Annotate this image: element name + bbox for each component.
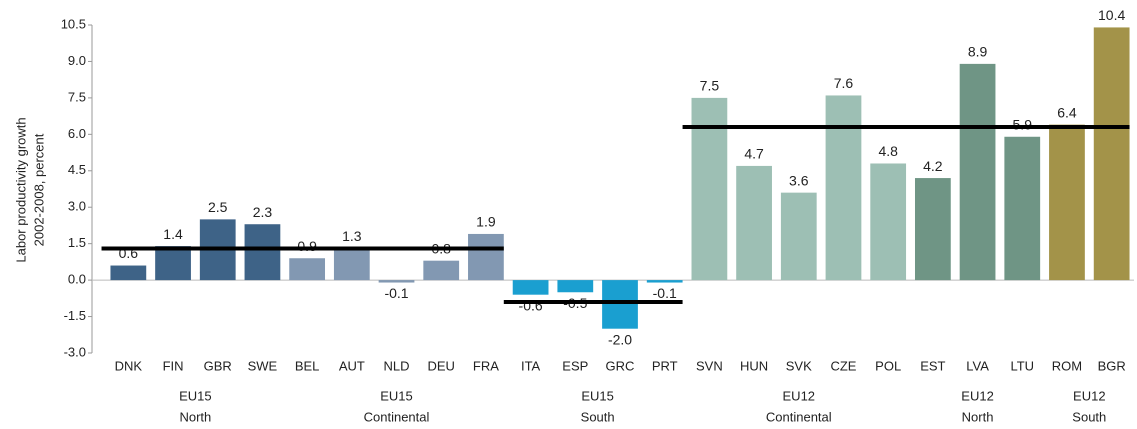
- y-tick-label: -1.5: [64, 308, 86, 323]
- bar: [1049, 124, 1085, 281]
- y-tick-label: 9.0: [68, 53, 86, 68]
- value-label: -0.1: [653, 285, 677, 301]
- x-tick-label: SWE: [248, 358, 278, 373]
- value-label: -0.1: [384, 285, 408, 301]
- value-label: -0.6: [519, 297, 543, 313]
- value-label: 4.2: [923, 158, 943, 174]
- value-label: -2.0: [608, 331, 632, 347]
- bar: [646, 280, 683, 283]
- bar: [468, 233, 504, 281]
- x-tick-label: ITA: [521, 358, 541, 373]
- value-label: 10.4: [1098, 7, 1125, 23]
- value-label: 7.6: [834, 75, 854, 91]
- x-tick-label: BEL: [295, 358, 320, 373]
- value-label: 1.3: [342, 228, 362, 244]
- bar: [1093, 27, 1130, 281]
- value-label: 4.8: [878, 143, 898, 159]
- value-label: 1.4: [163, 226, 183, 242]
- x-tick-label: NLD: [384, 358, 410, 373]
- x-tick-label: SVN: [696, 358, 723, 373]
- group-label: South: [1072, 409, 1106, 424]
- x-tick-label: ESP: [562, 358, 588, 373]
- bar: [870, 163, 907, 281]
- group-label: Continental: [766, 409, 832, 424]
- x-tick-label: LTU: [1010, 358, 1034, 373]
- x-tick-label: AUT: [339, 358, 365, 373]
- y-tick-label: 0.0: [68, 272, 86, 287]
- bar: [244, 224, 281, 281]
- group-label: Continental: [364, 409, 430, 424]
- x-tick-label: POL: [875, 358, 901, 373]
- x-tick-label: FRA: [473, 358, 499, 373]
- x-tick-label: BGR: [1098, 358, 1126, 373]
- x-tick-label: GBR: [204, 358, 232, 373]
- x-tick-label: HUN: [740, 358, 768, 373]
- x-tick-label: EST: [920, 358, 945, 373]
- group-label: EU12: [783, 388, 816, 403]
- y-tick-label: 4.5: [68, 162, 86, 177]
- bar: [423, 260, 460, 281]
- bar: [959, 63, 996, 281]
- group-label: EU12: [961, 388, 994, 403]
- group-label: North: [179, 409, 211, 424]
- value-label: 2.5: [208, 199, 228, 215]
- bar: [736, 165, 772, 281]
- bar: [825, 95, 862, 281]
- y-tick-label: -3.0: [64, 344, 86, 359]
- value-label: 5.9: [1013, 116, 1033, 132]
- value-label: 2.3: [253, 204, 273, 220]
- value-label: 0.9: [297, 238, 317, 254]
- group-label: South: [581, 409, 615, 424]
- group-label: North: [962, 409, 994, 424]
- x-tick-label: DEU: [427, 358, 454, 373]
- value-label: 3.6: [789, 172, 809, 188]
- bar: [914, 178, 951, 281]
- bar: [155, 246, 191, 281]
- x-tick-label: GRC: [606, 358, 635, 373]
- bar: [1004, 136, 1041, 281]
- y-tick-label: 6.0: [68, 126, 86, 141]
- x-tick-label: SVK: [786, 358, 812, 373]
- y-tick-label: 1.5: [68, 235, 86, 250]
- x-tick-label: FIN: [163, 358, 184, 373]
- x-tick-label: PRT: [652, 358, 678, 373]
- bar: [780, 192, 817, 281]
- bar: [557, 280, 594, 293]
- bar: [378, 280, 415, 283]
- y-axis-title: 2002-2008, percent: [31, 133, 46, 246]
- y-tick-label: 3.0: [68, 199, 86, 214]
- value-label: 4.7: [744, 146, 764, 162]
- value-label: 7.5: [700, 78, 720, 94]
- y-tick-label: 10.5: [61, 16, 86, 31]
- group-label: EU15: [581, 388, 614, 403]
- x-tick-label: CZE: [830, 358, 856, 373]
- value-label: 8.9: [968, 44, 988, 60]
- group-label: EU15: [380, 388, 413, 403]
- y-axis-title: Labor productivity growth: [13, 117, 28, 262]
- bar: [110, 265, 147, 281]
- x-tick-label: ROM: [1052, 358, 1082, 373]
- x-tick-label: DNK: [115, 358, 143, 373]
- x-tick-label: LVA: [966, 358, 989, 373]
- bar: [602, 280, 638, 329]
- y-tick-label: 7.5: [68, 89, 86, 104]
- bar: [289, 258, 326, 281]
- bar: [333, 248, 370, 281]
- group-label: EU12: [1073, 388, 1106, 403]
- value-label: 1.9: [476, 214, 496, 230]
- value-label: 6.4: [1057, 104, 1077, 120]
- group-label: EU15: [179, 388, 212, 403]
- bar: [512, 280, 549, 295]
